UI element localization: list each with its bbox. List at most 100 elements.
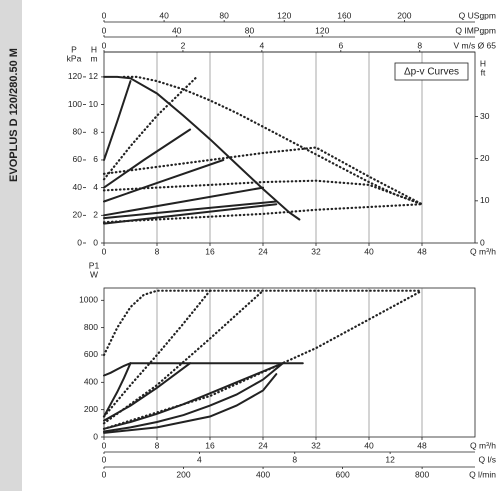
x-tick-label: 40 [172,25,182,35]
curve [103,186,264,217]
y-tick-label: 0 [480,237,485,247]
curve [102,203,424,224]
side-bar [0,0,22,491]
y-tick-label: 40 [73,182,83,192]
side-title: EVOPLUS D 120/280.50 M [8,48,20,182]
x-tick-label: 48 [417,440,427,450]
x-tick-label: 400 [256,469,270,479]
curve [103,203,278,225]
y-tick-label: 200 [84,404,98,414]
y-tick-label: 0 [77,237,82,247]
curve [103,362,284,433]
x-tick-label: 16 [205,246,215,256]
y-axis-label: W [90,269,98,279]
x-tick-label: 120 [315,25,329,35]
x-tick-label: 24 [258,440,268,450]
y-axis-label: m [90,53,97,63]
x-tick-label: 200 [176,469,190,479]
y-tick-label: 120 [68,71,82,81]
x-tick-label: 800 [415,469,429,479]
y-tick-label: 80 [73,127,83,137]
plot-frame [103,51,476,244]
curve [122,75,424,206]
y-tick-label: 8 [93,127,98,137]
curve [102,75,198,181]
y-tick-label: 2 [93,210,98,220]
x-tick-label: 8 [155,246,160,256]
x-tick-label: 32 [311,246,321,256]
y-tick-label: 100 [68,99,82,109]
annotation: Δp-v Curves [404,67,459,78]
x-tick-label: 40 [364,440,374,450]
curve [102,289,265,425]
x-tick-label: 80 [219,10,229,20]
x-tick-label: 80 [245,25,255,35]
y-tick-label: 6 [93,154,98,164]
x-tick-label: 6 [338,40,343,50]
y-tick-label: 10 [480,195,490,205]
y-tick-label: 12 [89,71,99,81]
x-tick-label: 16 [205,440,215,450]
y-tick-label: 0 [93,237,98,247]
axis-label: Q USgpm [459,10,496,20]
x-tick-label: 32 [311,440,321,450]
axis-label: Q l/s [479,454,496,464]
x-tick-label: 0 [102,10,107,20]
y-axis-label: P1 [89,260,100,270]
axis-label: ft [481,67,486,77]
y-tick-label: 400 [84,377,98,387]
curve [103,373,278,434]
x-tick-label: 0 [102,454,107,464]
x-tick-label: 4 [260,40,265,50]
x-tick-label: 8 [155,440,160,450]
x-tick-label: 200 [397,10,411,20]
y-tick-label: 60 [73,154,83,164]
x-tick-label: 8 [417,40,422,50]
axis-label: P [71,44,77,54]
x-tick-label: 0 [102,440,107,450]
axis-label: Q l/min [469,469,496,479]
axis-label: H [480,58,486,68]
curve [102,289,424,430]
y-tick-label: 10 [89,99,99,109]
x-tick-label: 24 [258,246,268,256]
curve [103,128,192,189]
x-tick-label: 8 [292,454,297,464]
x-tick-label: 40 [159,10,169,20]
x-tick-label: 160 [337,10,351,20]
y-tick-label: 20 [73,210,83,220]
y-tick-label: 0 [93,431,98,441]
x-tick-label: 0 [102,469,107,479]
y-tick-label: 30 [480,111,490,121]
annotation-box [394,62,469,81]
curve [102,289,424,357]
curve [102,289,212,418]
y-tick-label: 1000 [79,295,98,305]
x-axis-label: Q m³/h [470,246,496,256]
curve [103,200,278,220]
x-tick-label: 2 [181,40,186,50]
axis-label: V m/s Ø 65 [453,40,496,50]
curve [103,159,225,203]
x-tick-label: 4 [197,454,202,464]
x-tick-label: 12 [385,454,395,464]
curve [103,362,132,418]
axis-label: kPa [67,53,82,63]
y-tick-label: 4 [93,182,98,192]
curve [103,80,132,161]
x-tick-label: 0 [102,25,107,35]
curve [103,362,304,377]
x-tick-label: 120 [277,10,291,20]
y-axis-label: H [91,44,97,54]
y-tick-label: 20 [480,153,490,163]
x-axis-label: Q m³/h [470,440,496,450]
x-tick-label: 0 [102,40,107,50]
x-tick-label: 600 [335,469,349,479]
curve [102,179,424,206]
y-tick-label: 600 [84,349,98,359]
x-tick-label: 0 [102,246,107,256]
axis-label: Q IMPgpm [455,25,496,35]
x-tick-label: 48 [417,246,427,256]
y-tick-label: 800 [84,322,98,332]
